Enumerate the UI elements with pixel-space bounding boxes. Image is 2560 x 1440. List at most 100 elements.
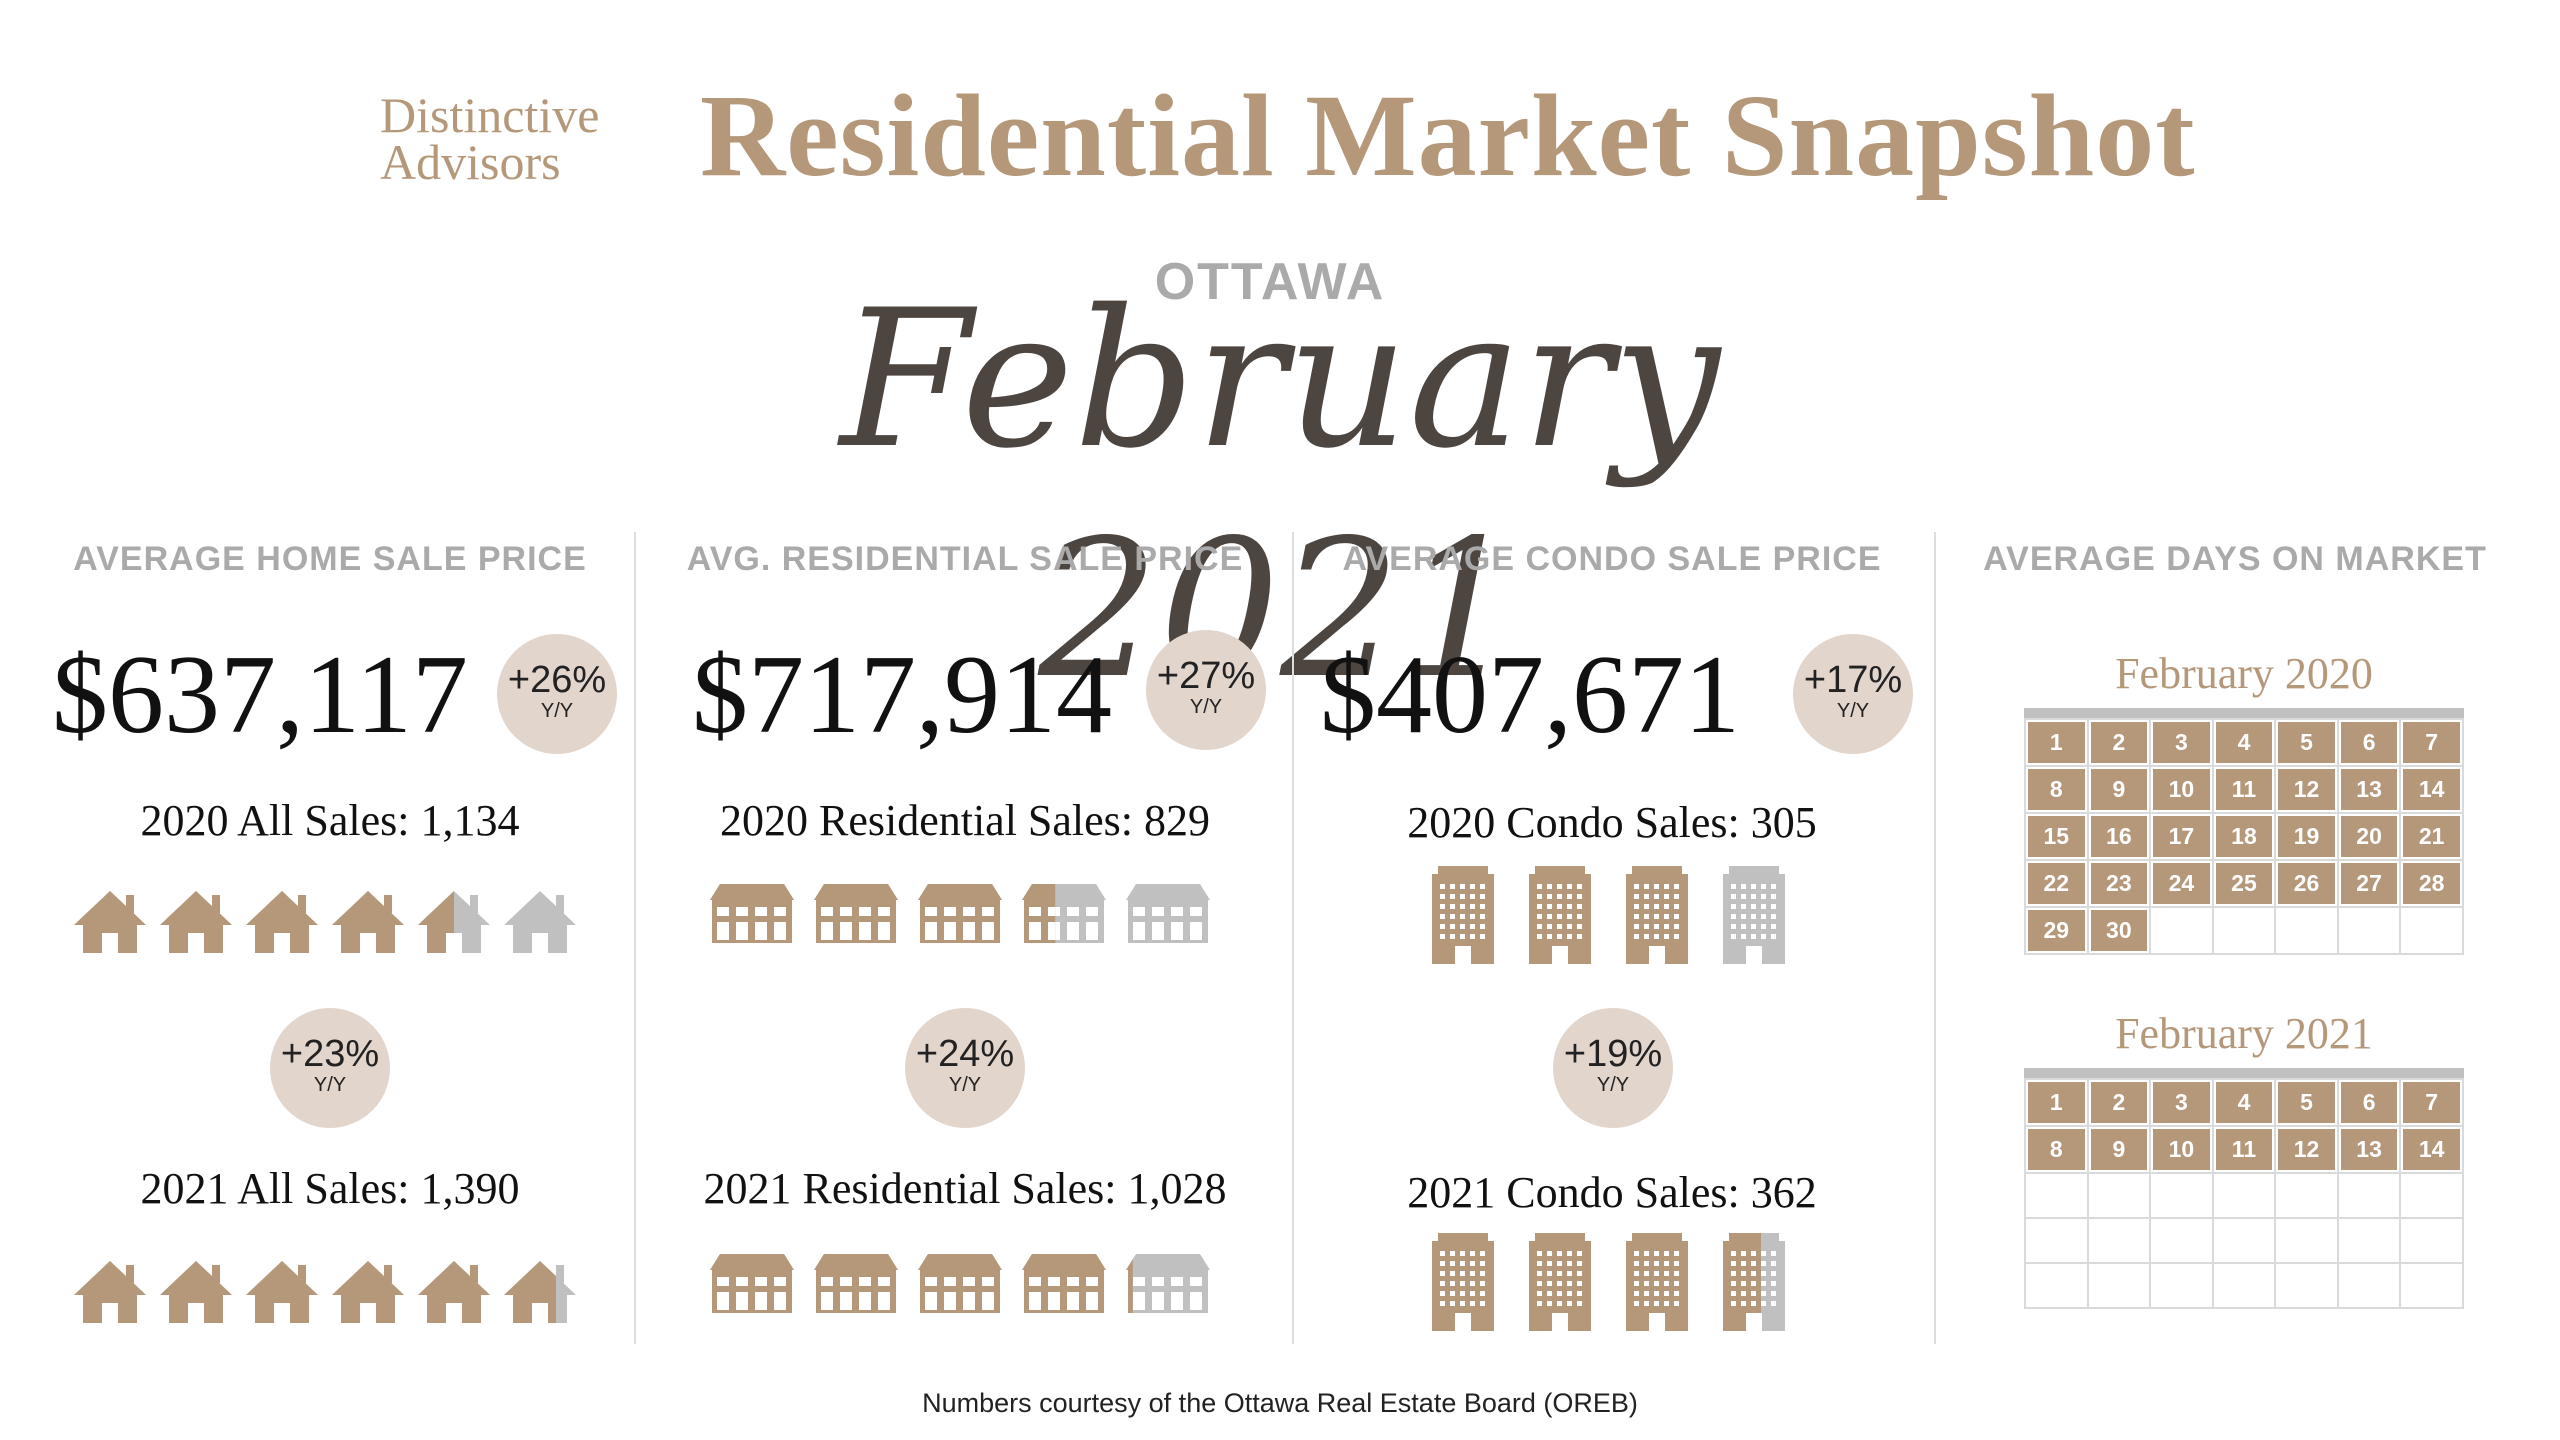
calendar-day-cell bbox=[2274, 1217, 2339, 1264]
badge-yy-label: Y/Y bbox=[1189, 696, 1223, 718]
condo-sales-2020: 2020 Condo Sales: 305 bbox=[1407, 798, 1817, 847]
calendar-day-cell: 21 bbox=[2399, 812, 2464, 861]
townhouse-icon bbox=[814, 1254, 898, 1313]
calendar-day-number: 5 bbox=[2278, 722, 2335, 763]
calendar-day-cell: 28 bbox=[2399, 859, 2464, 908]
calendar-day-cell: 2 bbox=[2086, 718, 2152, 767]
calendar-day-number: 22 bbox=[2028, 863, 2085, 904]
calendar-day-cell bbox=[2086, 1217, 2152, 1264]
calendar-day-number: 14 bbox=[2403, 769, 2460, 810]
calendar-day-cell: 19 bbox=[2274, 812, 2339, 861]
brand-line-1: Distinctive bbox=[380, 87, 600, 143]
calendar-day-cell bbox=[2399, 1172, 2464, 1219]
condo-price-change-badge: +17% Y/Y bbox=[1793, 634, 1913, 754]
calendar-day-number: 21 bbox=[2403, 816, 2460, 857]
calendar-day-cell: 27 bbox=[2336, 859, 2402, 908]
house-icon bbox=[246, 1261, 318, 1323]
condo-building-icon bbox=[1626, 1233, 1688, 1331]
townhouse-icon bbox=[1126, 1254, 1210, 1313]
calendar-february-2021: 1 2 3 4 5 6 7 8 9 10 11 12 13 14 bbox=[2024, 1078, 2464, 1309]
calendar-day-cell: 2 bbox=[2086, 1078, 2152, 1127]
calendar-day-number: 6 bbox=[2340, 1082, 2398, 1123]
house-icon bbox=[504, 1261, 576, 1323]
calendar-day-cell: 4 bbox=[2211, 718, 2277, 767]
calendar-day-number: 25 bbox=[2215, 863, 2273, 904]
calendar-day-number: 4 bbox=[2215, 722, 2273, 763]
calendar-day-cell bbox=[2211, 1217, 2277, 1264]
calendar-day-number: 3 bbox=[2153, 1082, 2210, 1123]
calendar-day-cell bbox=[2024, 1262, 2089, 1309]
calendar-day-cell bbox=[2149, 1217, 2214, 1264]
condo-building-icon bbox=[1432, 866, 1494, 964]
calendar-day-number: 13 bbox=[2340, 1129, 2398, 1170]
calendar-day-cell bbox=[2211, 906, 2277, 955]
column-heading-condo: AVERAGE CONDO SALE PRICE bbox=[1342, 540, 1882, 578]
calendar-day-cell: 10 bbox=[2149, 765, 2214, 814]
calendar-day-number: 19 bbox=[2278, 816, 2335, 857]
calendar-title-2021: February 2021 bbox=[2115, 1009, 2373, 1058]
calendar-day-number: 15 bbox=[2028, 816, 2085, 857]
home-sales-2020-icons bbox=[70, 883, 590, 983]
calendar-day-cell bbox=[2336, 1262, 2402, 1309]
calendar-day-cell: 3 bbox=[2149, 718, 2214, 767]
townhouse-icon bbox=[1126, 884, 1210, 943]
column-divider bbox=[1292, 532, 1294, 1344]
house-icon bbox=[332, 891, 404, 953]
calendar-day-cell: 12 bbox=[2274, 1125, 2339, 1174]
source-footnote: Numbers courtesy of the Ottawa Real Esta… bbox=[922, 1388, 1638, 1418]
calendar-day-cell: 20 bbox=[2336, 812, 2402, 861]
townhouse-icon bbox=[918, 884, 1002, 943]
calendar-day-number: 17 bbox=[2153, 816, 2210, 857]
house-icon bbox=[418, 891, 490, 953]
calendar-day-cell: 7 bbox=[2399, 1078, 2464, 1127]
badge-yy-label: Y/Y bbox=[948, 1074, 982, 1096]
calendar-day-cell: 9 bbox=[2086, 765, 2152, 814]
home-sales-2021-icons bbox=[70, 1253, 590, 1353]
house-icon bbox=[74, 891, 146, 953]
calendar-day-number: 1 bbox=[2028, 722, 2085, 763]
calendar-day-number: 2 bbox=[2090, 1082, 2148, 1123]
calendar-day-cell bbox=[2211, 1262, 2277, 1309]
townhouse-icon bbox=[1022, 1254, 1106, 1313]
calendar-day-cell: 22 bbox=[2024, 859, 2089, 908]
badge-percent: +17% bbox=[1803, 659, 1903, 701]
city-label: OTTAWA bbox=[1154, 253, 1386, 311]
calendar-day-number: 8 bbox=[2028, 1129, 2085, 1170]
house-icon bbox=[332, 1261, 404, 1323]
calendar-day-cell: 11 bbox=[2211, 765, 2277, 814]
calendar-day-cell: 13 bbox=[2336, 765, 2402, 814]
calendar-day-cell bbox=[2336, 1172, 2402, 1219]
calendar-day-cell: 8 bbox=[2024, 765, 2089, 814]
calendar-day-cell bbox=[2274, 1262, 2339, 1309]
calendar-day-cell: 12 bbox=[2274, 765, 2339, 814]
calendar-day-cell: 18 bbox=[2211, 812, 2277, 861]
calendar-day-cell: 15 bbox=[2024, 812, 2089, 861]
calendar-week-row bbox=[2024, 1262, 2464, 1309]
calendar-day-number: 7 bbox=[2403, 722, 2460, 763]
calendar-day-number: 2 bbox=[2090, 722, 2148, 763]
calendar-day-cell: 5 bbox=[2274, 1078, 2339, 1127]
calendar-day-cell bbox=[2024, 1172, 2089, 1219]
calendar-day-cell: 4 bbox=[2211, 1078, 2277, 1127]
calendar-week-row: 8 9 10 11 12 13 14 bbox=[2024, 1125, 2464, 1174]
calendar-day-number: 23 bbox=[2090, 863, 2148, 904]
calendar-day-cell: 6 bbox=[2336, 718, 2402, 767]
calendar-week-row bbox=[2024, 1217, 2464, 1264]
condo-building-icon bbox=[1723, 1233, 1785, 1331]
calendar-day-cell bbox=[2149, 906, 2214, 955]
calendar-day-cell bbox=[2336, 906, 2402, 955]
calendar-day-cell: 13 bbox=[2336, 1125, 2402, 1174]
calendar-day-cell bbox=[2211, 1172, 2277, 1219]
home-sales-change-badge: +23% Y/Y bbox=[270, 1008, 390, 1128]
house-icon bbox=[160, 891, 232, 953]
calendar-day-cell bbox=[2399, 906, 2464, 955]
month-title: February 2021 bbox=[839, 269, 1721, 720]
house-icon bbox=[160, 1261, 232, 1323]
calendar-week-row: 29 30 bbox=[2024, 906, 2464, 955]
house-icon bbox=[504, 891, 576, 953]
calendar-day-number: 8 bbox=[2028, 769, 2085, 810]
calendar-day-number: 9 bbox=[2090, 769, 2148, 810]
calendar-day-number: 11 bbox=[2215, 1129, 2273, 1170]
calendar-day-cell bbox=[2399, 1262, 2464, 1309]
